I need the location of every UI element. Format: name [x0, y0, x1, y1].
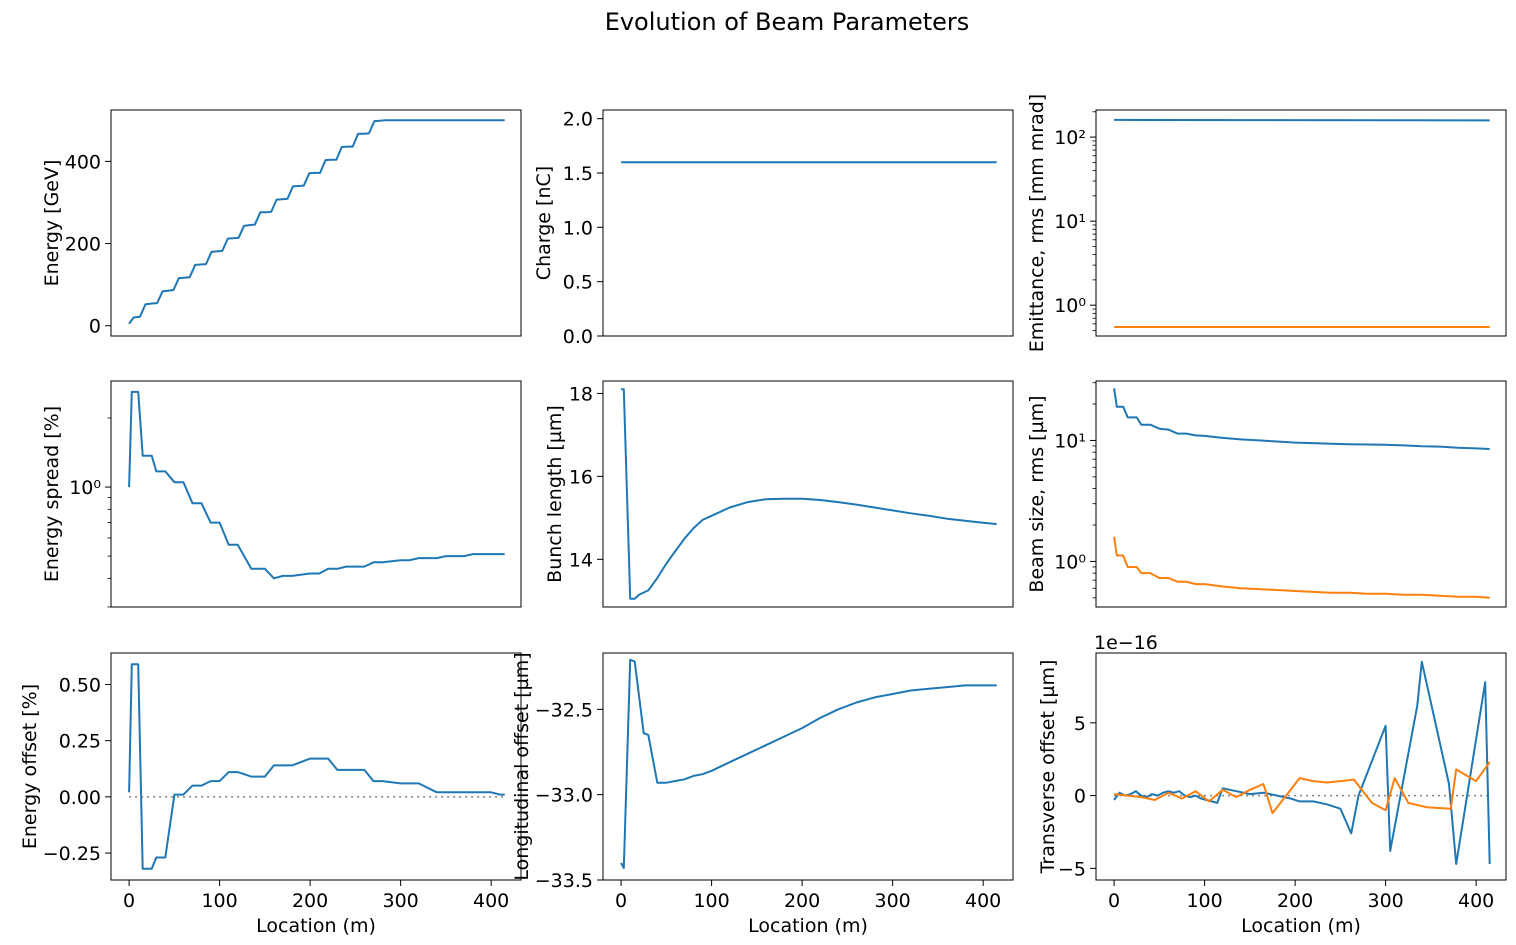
ytick-label-charge: 0.5	[563, 272, 593, 294]
ytick-label-energy: 200	[65, 234, 101, 256]
ylabel-energy_offset: Energy offset [%]	[19, 684, 41, 849]
axes-frame-charge	[602, 109, 1014, 337]
ytick-label-beam_size: 10¹	[1054, 430, 1086, 452]
ytick-label-charge: 2.0	[563, 109, 593, 131]
panel-energy_offset: −0.25 0.00 0.25 0.50 0 100 200 300 400 Location (…	[19, 652, 522, 937]
figure-title: Evolution of Beam Parameters	[605, 8, 970, 36]
axes-frame-longitudinal_offset	[602, 652, 1014, 881]
xtick-label-energy_offset: 400	[473, 890, 509, 912]
ylabel-transverse_offset: Transverse offset [µm]	[1037, 660, 1059, 875]
ytick-label-beam_size: 10⁰	[1054, 551, 1086, 573]
axes-frame-energy_offset	[110, 652, 522, 881]
series-line-beam_size-0	[1113, 388, 1490, 450]
ytick-label-emittance: 10⁰	[1054, 295, 1086, 317]
xtick-label-transverse_offset: 300	[1367, 890, 1403, 912]
panel-emittance: 10⁰ 10¹ 10² Emittance, rms [mm mrad]	[1026, 94, 1507, 352]
xtick-label-longitudinal_offset: 0	[615, 890, 627, 912]
ylabel-energy: Energy [GeV]	[41, 160, 63, 287]
ytick-label-energy_offset: 0.25	[59, 731, 101, 753]
ytick-label-energy_spread: 10⁰	[69, 477, 101, 499]
xtick-label-energy_offset: 300	[382, 890, 418, 912]
series-line-beam_size-1	[1113, 536, 1490, 599]
xtick-label-longitudinal_offset: 200	[784, 890, 820, 912]
series-line-energy_offset-0	[128, 663, 505, 870]
panel-charge: 0.0 0.5 1.0 1.5 2.0 Charge [nC]	[533, 109, 1014, 348]
xlabel-transverse_offset: Location (m)	[1241, 915, 1361, 937]
axes-frame-energy_spread	[110, 380, 522, 608]
series-line-transverse_offset-0	[1113, 660, 1491, 865]
panel-beam_size: 10⁰ 10¹ Beam size, rms [µm]	[1026, 380, 1507, 608]
series-line-energy-0	[128, 119, 505, 325]
axes-frame-energy	[110, 109, 522, 337]
ytick-label-charge: 0.0	[563, 326, 593, 348]
ylabel-longitudinal_offset: Longitudinal offset [µm]	[511, 652, 533, 880]
panel-longitudinal_offset: −33.5 −33.0 −32.5 0 100 200 300 400 Location (m)…	[511, 652, 1014, 937]
xtick-label-transverse_offset: 0	[1108, 890, 1120, 912]
ytick-label-longitudinal_offset: −33.0	[535, 785, 593, 807]
panel-energy_spread: 10⁰ Energy spread [%]	[41, 380, 522, 608]
ytick-label-bunch_length: 14	[569, 549, 593, 571]
ylabel-beam_size: Beam size, rms [µm]	[1026, 395, 1048, 592]
offset-label-transverse_offset: 1e−16	[1094, 632, 1158, 654]
xlabel-longitudinal_offset: Location (m)	[748, 915, 868, 937]
ylabel-energy_spread: Energy spread [%]	[41, 406, 63, 582]
xlabel-energy_offset: Location (m)	[256, 915, 376, 937]
ytick-label-energy_offset: 0.50	[59, 674, 101, 696]
series-line-longitudinal_offset-0	[620, 658, 997, 870]
xtick-label-transverse_offset: 400	[1458, 890, 1494, 912]
ytick-label-charge: 1.0	[563, 217, 593, 239]
xtick-label-longitudinal_offset: 300	[874, 890, 910, 912]
ylabel-charge: Charge [nC]	[533, 166, 555, 280]
ytick-label-transverse_offset: −5	[1058, 858, 1086, 880]
ytick-label-longitudinal_offset: −33.5	[535, 870, 593, 892]
series-line-transverse_offset-1	[1113, 761, 1491, 815]
ytick-label-energy: 0	[89, 316, 101, 338]
xtick-label-longitudinal_offset: 100	[693, 890, 729, 912]
axes-frame-beam_size	[1095, 380, 1507, 608]
xtick-label-energy_offset: 0	[123, 890, 135, 912]
ytick-label-longitudinal_offset: −32.5	[535, 699, 593, 721]
ytick-label-emittance: 10¹	[1054, 211, 1086, 233]
ytick-label-transverse_offset: 0	[1074, 786, 1086, 808]
axes-frame-bunch_length	[602, 380, 1014, 608]
series-line-bunch_length-0	[621, 388, 997, 600]
xtick-label-energy_offset: 200	[292, 890, 328, 912]
ytick-label-bunch_length: 18	[569, 383, 593, 405]
axes-frame-transverse_offset	[1095, 652, 1507, 881]
axes-frame-emittance	[1095, 109, 1507, 337]
ytick-label-energy_offset: 0.00	[59, 787, 101, 809]
xtick-label-longitudinal_offset: 400	[965, 890, 1001, 912]
ylabel-bunch_length: Bunch length [µm]	[544, 405, 566, 583]
series-line-energy_spread-0	[128, 390, 505, 580]
xtick-label-energy_offset: 100	[201, 890, 237, 912]
xtick-label-transverse_offset: 100	[1186, 890, 1222, 912]
ytick-label-bunch_length: 16	[569, 466, 593, 488]
ytick-label-emittance: 10²	[1054, 127, 1086, 149]
xtick-label-transverse_offset: 200	[1277, 890, 1313, 912]
ytick-label-energy: 400	[65, 151, 101, 173]
ytick-label-transverse_offset: 5	[1074, 713, 1086, 735]
ytick-label-charge: 1.5	[563, 163, 593, 185]
series-line-emittance-0	[1114, 118, 1490, 122]
ytick-label-energy_offset: −0.25	[43, 843, 101, 865]
ylabel-emittance: Emittance, rms [mm mrad]	[1026, 94, 1048, 352]
